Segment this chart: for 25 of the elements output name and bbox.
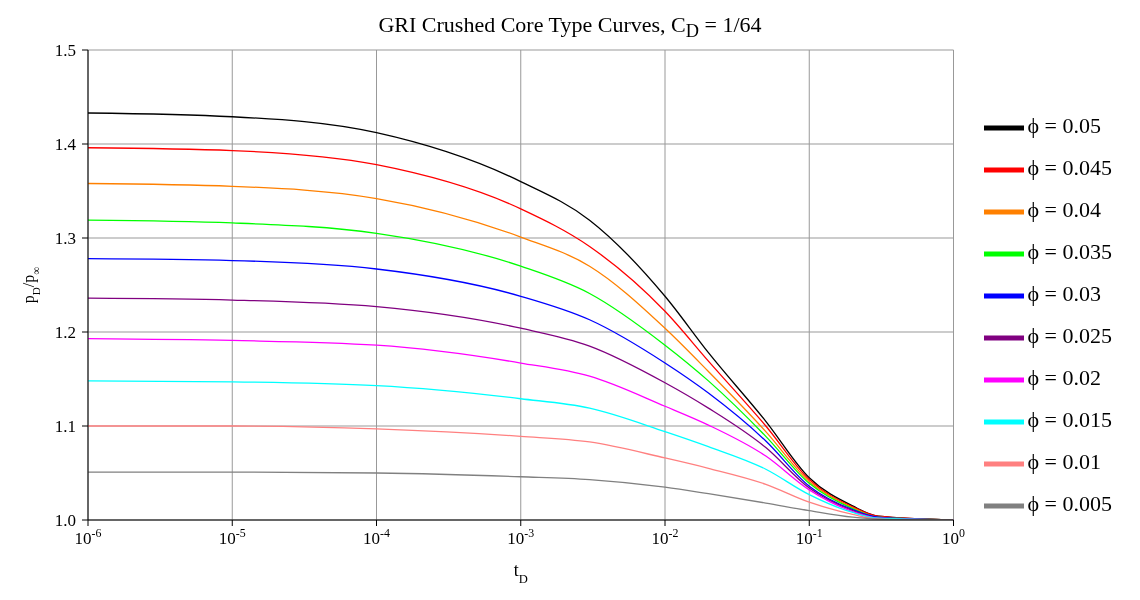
y-tick-label: 1.4: [54, 135, 77, 154]
legend-label: ϕ = 0.025: [1027, 323, 1112, 348]
y-tick-label: 1.1: [54, 417, 76, 436]
y-tick-label: 1.0: [54, 511, 76, 530]
x-tick-label: 10$^{-5}$: [218, 526, 246, 548]
y-tick-label: 1.3: [54, 229, 76, 248]
legend-label: ϕ = 0.03: [1027, 281, 1101, 307]
legend-label: ϕ = 0.005: [1027, 490, 1112, 516]
y-tick-label: 1.2: [54, 323, 76, 342]
legend-label: ϕ = 0.05: [1027, 113, 1101, 139]
chart-title: GRI Crushed Core Type Curves, C$_{D}$ = 1/64: [377, 11, 763, 42]
x-axis-title: t$_{D}$: [513, 560, 528, 586]
x-tick-label: 10$^{-2}$: [651, 526, 679, 548]
legend-label: ϕ = 0.045: [1027, 155, 1112, 181]
x-tick-label: 10$^{-6}$: [74, 526, 102, 548]
x-tick-label: 10$^{-3}$: [507, 526, 535, 548]
x-tick-label: 10$^{-1}$: [795, 526, 823, 548]
y-tick-label: 1.5: [54, 41, 76, 60]
legend-label: ϕ = 0.015: [1027, 406, 1112, 432]
legend-label: ϕ = 0.035: [1027, 239, 1112, 265]
legend-label: ϕ = 0.01: [1027, 448, 1101, 474]
x-tick-label: 10$^{0}$: [942, 526, 966, 548]
legend-label: ϕ = 0.04: [1027, 197, 1101, 223]
legend-label: ϕ = 0.02: [1027, 364, 1101, 390]
x-tick-label: 10$^{-4}$: [363, 526, 391, 548]
